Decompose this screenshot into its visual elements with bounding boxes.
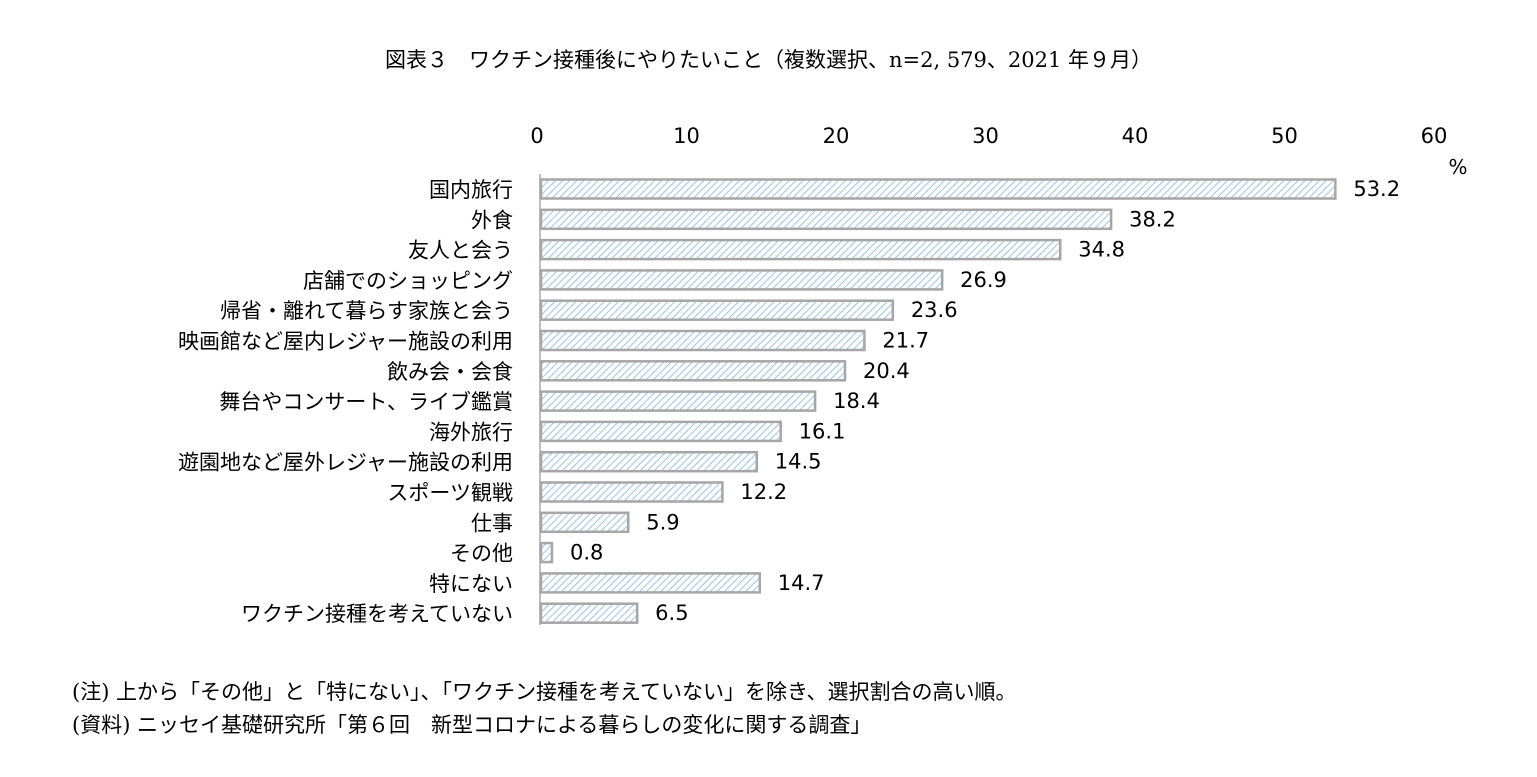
data-label: 12.2 [740,480,787,504]
chart-title: 図表３ ワクチン接種後にやりたいこと（複数選択、n=2, 579、2021 年９… [384,48,1153,72]
category-label: 舞台やコンサート、ライブ鑑賞 [219,390,513,414]
bar [539,602,639,624]
category-label: 海外旅行 [429,420,513,444]
note-text: (注) 上から「その他」と「特にない」、「ワクチン接種を考えていない」を除き、選… [72,680,1017,704]
bar-chart: 0 10 20 30 40 50 60 % 国内旅行 53.2 外食 38.2 友人と会う 34.8 店… [178,124,1467,626]
data-label: 6.5 [655,601,688,625]
bar [539,238,1062,261]
category-label: 仕事 [471,511,513,535]
bar [539,511,630,534]
bar [539,299,895,321]
x-tick-label: 40 [1122,124,1149,148]
category-label: 店舗でのショッピング [303,269,513,293]
unit-label: % [1448,155,1467,179]
bar [539,390,817,412]
data-label: 26.9 [960,268,1007,292]
category-label: 飲み会・会食 [387,360,513,384]
bar [539,208,1113,231]
data-label: 20.4 [863,359,910,383]
bar [539,178,1337,200]
bar [539,450,759,473]
bar [539,269,944,291]
category-label: 遊園地など屋外レジャー施設の利用 [178,451,513,475]
category-label: 映画館など屋内レジャー施設の利用 [178,330,513,354]
data-label: 21.7 [882,329,929,353]
x-tick-label: 20 [823,124,850,148]
data-label: 14.7 [778,571,825,595]
category-label: 外食 [471,208,513,232]
data-label: 18.4 [833,389,880,413]
data-label: 16.1 [799,419,846,443]
category-label: 国内旅行 [429,178,513,202]
data-label: 53.2 [1353,177,1400,201]
bar [539,329,866,352]
bar [539,481,724,503]
bars: 国内旅行 53.2 外食 38.2 友人と会う 34.8 店舗でのショッピング 26.9 帰省・… [178,177,1400,626]
bar [539,572,762,594]
category-label: 帰省・離れて暮らす家族と会う [220,299,513,323]
bar [539,541,554,564]
x-axis-ticks: 0 10 20 30 40 50 60 [530,124,1447,148]
data-label: 34.8 [1078,238,1125,262]
category-label: 友人と会う [408,239,513,263]
bar [539,420,782,443]
data-label: 14.5 [775,450,822,474]
bar [539,360,847,382]
category-label: 特にない [429,572,513,596]
source-text: (資料) ニッセイ基礎研究所「第６回 新型コロナによる暮らしの変化に関する調査」 [72,713,872,737]
x-tick-label: 10 [673,124,700,148]
data-label: 38.2 [1129,207,1176,231]
x-tick-label: 30 [972,124,999,148]
x-tick-label: 0 [530,124,543,148]
data-label: 23.6 [911,298,958,322]
category-label: その他 [450,542,513,566]
category-label: ワクチン接種を考えていない [241,602,513,626]
data-label: 5.9 [646,510,679,534]
x-tick-label: 50 [1271,124,1298,148]
category-label: スポーツ観戦 [387,481,513,505]
x-tick-label: 60 [1421,124,1448,148]
data-label: 0.8 [570,541,603,565]
